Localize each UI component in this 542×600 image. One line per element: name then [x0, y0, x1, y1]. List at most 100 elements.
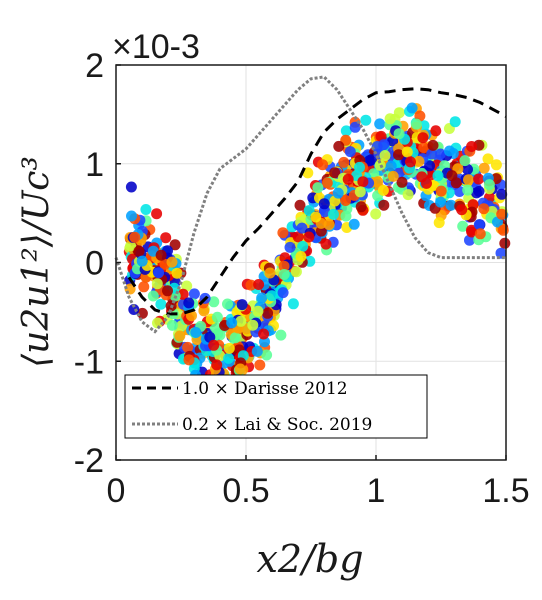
scatter-point [236, 299, 248, 311]
scatter-point [457, 220, 469, 232]
scatter-point [478, 162, 490, 174]
scatter-point [434, 148, 446, 160]
scatter-point [357, 176, 369, 188]
x-tick-label: 0 [107, 472, 126, 510]
scatter-point [384, 113, 396, 125]
scatter-point [490, 159, 502, 171]
scatter-point [433, 217, 445, 229]
scatter-point [152, 317, 163, 329]
scatter-point [252, 305, 264, 317]
scatter-point [378, 199, 390, 211]
scatter-point [247, 319, 259, 331]
scatter-point [333, 140, 345, 152]
scatter-point [402, 189, 414, 201]
scatter-point [446, 170, 458, 182]
legend-label-lai: 0.2 × Lai & Soc. 2019 [182, 415, 372, 435]
scatter-point [188, 288, 200, 300]
scatter-point [140, 204, 152, 215]
scatter-point [372, 176, 384, 188]
scatter-point [136, 255, 148, 267]
scatter-point [474, 228, 486, 240]
scatter-point [385, 160, 397, 172]
x-tick-label: 1 [367, 472, 386, 510]
scatter-point [171, 267, 183, 279]
scatter-point [393, 149, 404, 161]
scatter-point [183, 297, 195, 309]
y-tick-label: -2 [74, 442, 104, 480]
scatter-point [432, 170, 444, 182]
scatter-point [153, 267, 165, 279]
scatter-point [302, 167, 314, 179]
scatter-point [342, 173, 354, 185]
scatter-point [126, 210, 137, 222]
scatter-point [226, 317, 238, 329]
scatter-point [374, 118, 386, 130]
y-tick-label: 1 [85, 146, 104, 184]
scatter-point [329, 167, 341, 179]
scatter-point [445, 199, 457, 211]
scatter-point [222, 298, 233, 310]
scatter-point [234, 363, 246, 375]
y-axis-label: ⟨u2u1²⟩/Uc³ [16, 156, 57, 368]
scatter-point [473, 173, 485, 185]
scatter-point [253, 279, 265, 290]
scatter-point [338, 156, 350, 168]
scatter-point [151, 208, 163, 220]
scatter-point [275, 329, 287, 341]
scatter-point [463, 174, 474, 186]
scatter-point [155, 298, 167, 310]
scatter-point [387, 170, 399, 182]
scatter-point [235, 315, 247, 327]
scatter-point [256, 292, 268, 304]
scatter-point [396, 176, 408, 188]
scatter-point [151, 278, 163, 290]
scatter-point [262, 307, 274, 319]
scatter-point [277, 287, 289, 299]
scatter-point [466, 141, 478, 152]
scatter-point [340, 125, 352, 137]
scatter-point [426, 148, 438, 160]
y-multiplier-label: ×10-3 [112, 28, 200, 66]
legend-label-darisse: 1.0 × Darisse 2012 [182, 379, 348, 399]
scatter-point [379, 150, 391, 162]
scatter-point [406, 102, 418, 114]
scatter-point [355, 201, 367, 213]
scatter-point [133, 245, 145, 257]
scatter-point [296, 222, 308, 234]
scatter-point [430, 125, 442, 137]
scatter-point [315, 225, 327, 237]
x-axis-label: x2/bg [256, 537, 363, 581]
scatter-point [208, 296, 220, 308]
scatter-point [413, 155, 425, 167]
scatter-point [417, 132, 429, 144]
scatter-point [294, 199, 306, 211]
legend: 1.0 × Darisse 2012 0.2 × Lai & Soc. 2019 [124, 374, 428, 439]
scatter-point [377, 184, 389, 196]
scatter-point [264, 267, 276, 279]
scatter-point [348, 218, 360, 230]
scatter-point [136, 307, 148, 319]
scatter-point [478, 203, 490, 215]
scatter-point [466, 224, 477, 236]
scatter-point [435, 196, 447, 208]
scatter-point [482, 153, 494, 165]
scatter-point [284, 241, 296, 253]
scatter-point [365, 154, 377, 166]
scatter-point [166, 319, 178, 331]
scatter-point [473, 185, 485, 197]
scatter-point [370, 208, 382, 220]
scatter-point [495, 247, 507, 259]
scatter-point [349, 121, 361, 133]
y-tick-label: -1 [74, 343, 104, 381]
scatter-point [424, 160, 436, 172]
scatter-point [340, 210, 352, 222]
scatter-point [393, 128, 405, 140]
scatter-point [278, 269, 290, 280]
scatter-point [462, 184, 474, 196]
scatter-point [310, 211, 322, 223]
scatter-point [181, 280, 193, 292]
scatter-point [295, 251, 307, 262]
scatter-point [155, 249, 167, 261]
scatter-point [354, 161, 365, 173]
